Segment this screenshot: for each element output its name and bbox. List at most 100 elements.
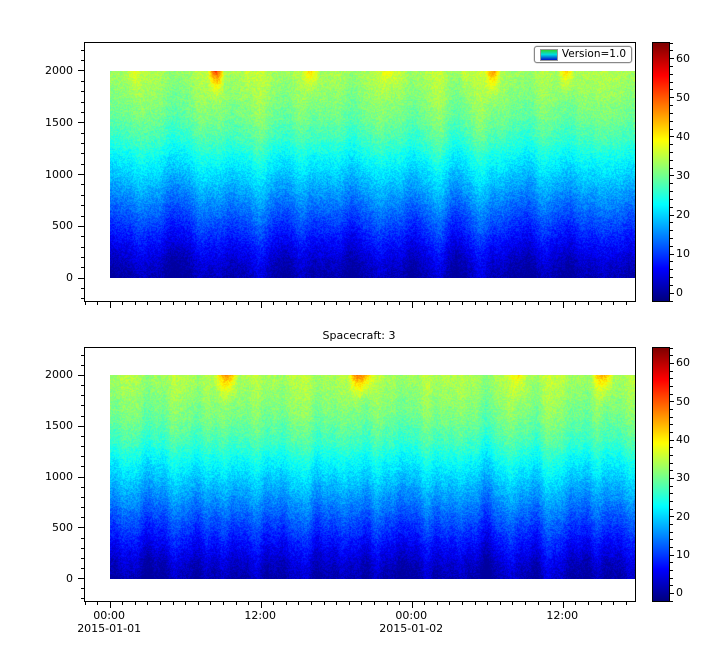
colorbar-major-tick <box>670 592 674 594</box>
y-minor-tick <box>81 49 84 51</box>
x-minor-tick <box>361 302 363 305</box>
y-minor-tick <box>81 288 84 290</box>
x-minor-tick <box>222 302 224 305</box>
colorbar-tick-label: 50 <box>676 90 690 104</box>
colorbar-major-tick <box>670 401 674 403</box>
colorbar-tick-label: 10 <box>676 247 690 261</box>
colorbar-minor-tick <box>670 206 673 208</box>
x-major-tick <box>562 602 564 608</box>
colorbar-minor-tick <box>670 378 673 380</box>
colorbar-minor-tick <box>670 128 673 130</box>
x-major-tick <box>562 302 564 308</box>
x-minor-tick <box>210 602 212 605</box>
y-minor-tick <box>81 91 84 93</box>
x-date-label: 2015-01-02 <box>379 622 444 635</box>
legend-colormap-icon <box>539 48 558 61</box>
colorbar-minor-tick <box>670 577 673 579</box>
heatmap-panel-top: Version=1.0 0 500 1000 1500 2000 <box>45 42 636 308</box>
y-minor-tick <box>81 415 84 417</box>
x-minor-tick <box>474 602 476 605</box>
x-minor-tick <box>525 602 526 605</box>
y-major-tick <box>78 225 84 227</box>
colorbar-minor-tick <box>670 347 673 349</box>
y-minor-tick <box>81 215 84 217</box>
y-minor-tick <box>81 143 84 144</box>
y-minor-tick <box>81 163 84 165</box>
colorbar-tick-label: 50 <box>676 394 690 408</box>
x-minor-tick <box>600 302 602 305</box>
y-minor-tick <box>81 246 84 248</box>
colorbar-minor-tick <box>670 245 673 247</box>
x-minor-tick <box>311 602 313 605</box>
y-minor-tick <box>81 256 84 258</box>
x-minor-tick <box>525 302 526 305</box>
x-minor-tick <box>197 602 199 605</box>
colorbar-minor-tick <box>670 424 673 426</box>
x-minor-tick <box>386 302 388 305</box>
y-minor-tick <box>81 80 84 82</box>
colorbar-tick-label: 20 <box>676 208 690 221</box>
x-major-tick <box>109 302 111 308</box>
colorbar-tick-label: 0 <box>676 586 683 600</box>
x-minor-tick <box>399 302 401 305</box>
x-minor-tick <box>600 602 602 605</box>
colorbar-minor-tick <box>670 416 673 418</box>
colorbar-minor-tick <box>670 112 673 114</box>
y-minor-tick <box>81 111 84 113</box>
x-minor-tick <box>172 602 174 605</box>
colorbar-tick-label: 60 <box>676 51 690 65</box>
y-tick-label: 1500 <box>45 419 73 433</box>
colorbar-minor-tick <box>670 355 673 357</box>
colorbar-minor-tick <box>670 42 673 44</box>
colorbar-minor-tick <box>670 493 673 495</box>
colorbar-tick-label: 40 <box>676 129 690 143</box>
colorbar-tick-label: 40 <box>676 433 690 446</box>
x-minor-tick <box>134 602 136 605</box>
colorbar-major-tick <box>670 136 674 138</box>
x-minor-tick <box>248 602 250 605</box>
y-minor-tick <box>81 205 84 207</box>
y-tick-label: 2000 <box>45 63 73 77</box>
x-tick-label: 12:00 <box>546 609 579 622</box>
colorbar-minor-tick <box>670 539 673 541</box>
colorbar-major-tick <box>670 97 674 99</box>
x-minor-tick <box>436 302 438 305</box>
y-minor-tick <box>81 456 84 458</box>
colorbar-minor-tick <box>670 144 673 146</box>
x-minor-tick <box>462 302 464 305</box>
x-tick-label: 00:00 <box>93 609 126 622</box>
x-minor-tick <box>285 602 287 605</box>
colorbar-minor-tick <box>670 462 673 464</box>
x-minor-tick <box>625 602 627 605</box>
y-minor-tick <box>81 132 84 134</box>
x-minor-tick <box>373 302 375 305</box>
colorbar-top <box>652 42 670 302</box>
x-minor-tick <box>474 302 476 305</box>
x-minor-tick <box>399 602 401 605</box>
x-minor-tick <box>348 302 350 305</box>
x-minor-tick <box>147 602 149 605</box>
colorbar-minor-tick <box>670 370 673 372</box>
colorbar-major-tick <box>670 516 674 518</box>
colorbar-tick-label: 10 <box>676 548 690 561</box>
x-minor-tick <box>575 302 577 305</box>
y-minor-tick <box>81 194 84 196</box>
x-minor-tick <box>248 302 250 305</box>
x-minor-tick <box>311 302 313 305</box>
y-tick-label: 1500 <box>45 115 73 129</box>
colorbar-minor-tick <box>670 237 673 239</box>
y-minor-tick <box>81 496 84 498</box>
x-minor-tick <box>487 302 489 305</box>
colorbar-major-tick <box>670 175 674 177</box>
y-minor-tick <box>81 567 84 569</box>
colorbar-tick-label: 30 <box>676 471 690 485</box>
x-minor-tick <box>197 302 199 305</box>
y-tick-label: 2000 <box>45 368 73 382</box>
x-minor-tick <box>298 602 300 605</box>
x-minor-tick <box>613 602 615 605</box>
x-major-tick <box>260 302 262 308</box>
y-tick-label: 500 <box>52 520 73 534</box>
y-minor-tick <box>81 446 84 448</box>
x-minor-tick <box>449 602 451 605</box>
colorbar-minor-tick <box>670 81 673 83</box>
